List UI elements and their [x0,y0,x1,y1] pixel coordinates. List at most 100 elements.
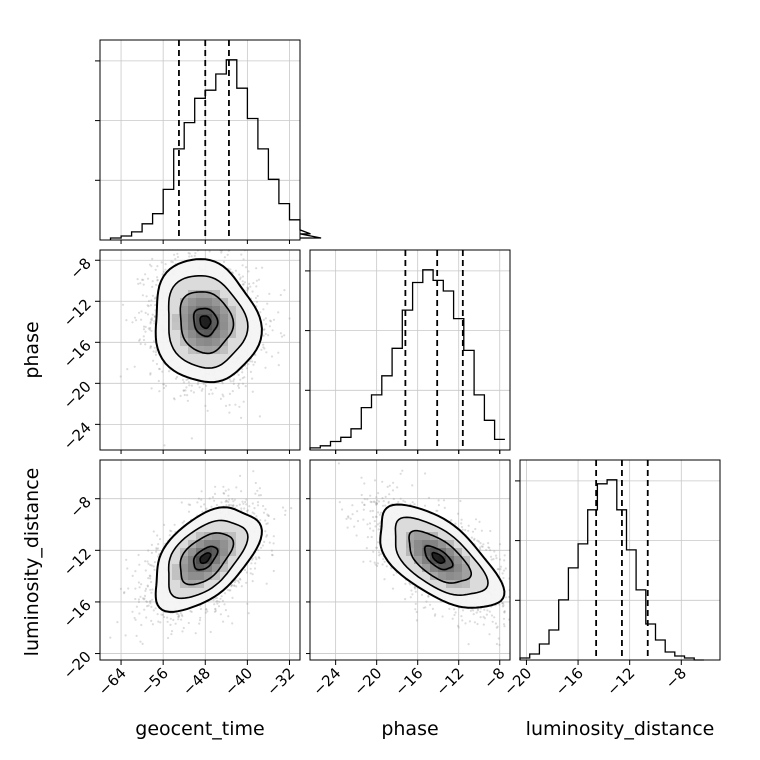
joint-luminosity-distance-vs-phase-scatter-point [388,493,391,496]
joint-phase-vs-geocent-time-scatter-point [176,375,179,379]
joint-phase-vs-geocent-time-scatter-point [242,258,245,261]
joint-phase-vs-geocent-time-scatter-point [200,389,203,392]
joint-luminosity-distance-vs-geocent-time-scatter-point [157,620,160,623]
joint-luminosity-distance-vs-geocent-time-scatter-point [151,623,154,626]
joint-phase-vs-geocent-time-scatter-point [262,343,265,346]
joint-phase-vs-geocent-time-scatter-point [220,242,222,244]
joint-luminosity-distance-vs-geocent-time-scatter-point [145,600,148,603]
joint-phase-vs-geocent-time-scatter-point [172,397,176,400]
joint-phase-vs-geocent-time-scatter-point [142,325,146,328]
joint-luminosity-distance-vs-geocent-time-scatter-point [146,560,149,563]
joint-luminosity-distance-vs-geocent-time-scatter-point [149,577,152,580]
joint-luminosity-distance-vs-geocent-time-scatter-point [240,490,243,493]
joint-phase-vs-geocent-time-scatter-point [182,381,185,384]
joint-phase-vs-geocent-time-density-cell [204,298,212,306]
joint-phase-vs-geocent-time-scatter-point [269,320,273,323]
joint-phase-vs-geocent-time-scatter-point [131,321,134,324]
joint-phase-vs-geocent-time-scatter-point [257,278,261,281]
joint-luminosity-distance-vs-geocent-time-density-cell [204,572,212,580]
joint-phase-vs-geocent-time-scatter-point [138,339,141,342]
joint-phase-vs-geocent-time-scatter-point [219,397,222,400]
joint-luminosity-distance-vs-geocent-time-scatter-point [155,550,158,553]
joint-luminosity-distance-vs-geocent-time-scatter-point [203,503,206,506]
joint-luminosity-distance-vs-geocent-time-plot-area [109,461,300,646]
joint-phase-vs-geocent-time-scatter-point [135,319,138,322]
joint-luminosity-distance-vs-geocent-time-scatter-point [227,500,230,504]
joint-phase-vs-geocent-time-scatter-point [150,299,153,302]
joint-phase-vs-geocent-time-scatter-point [272,318,276,321]
joint-luminosity-distance-vs-phase-scatter-point [495,642,498,646]
joint-phase-vs-geocent-time-scatter-point [147,305,150,308]
joint-luminosity-distance-vs-phase-scatter-point [494,622,497,625]
joint-luminosity-distance-vs-phase-scatter-point [501,605,504,608]
joint-phase-vs-geocent-time-scatter-point [149,326,152,330]
joint-phase-vs-geocent-time-scatter-point [137,311,141,314]
joint-luminosity-distance-vs-geocent-time-scatter-point [235,585,238,588]
joint-phase-vs-geocent-time-scatter-point [173,253,176,256]
joint-luminosity-distance-vs-phase-scatter-point [404,582,407,586]
joint-luminosity-distance-vs-phase-scatter-point [369,500,372,503]
joint-luminosity-distance-vs-geocent-time-scatter-point [272,542,275,545]
joint-phase-vs-geocent-time-density-cell [196,346,204,354]
joint-phase-vs-geocent-time-scatter-point [183,393,186,397]
joint-luminosity-distance-vs-geocent-time-scatter-point [272,569,275,573]
joint-luminosity-distance-vs-geocent-time-scatter-point [198,622,201,625]
joint-phase-vs-geocent-time-scatter-point [133,316,137,319]
joint-phase-vs-geocent-time-scatter-point [179,394,182,397]
joint-luminosity-distance-vs-geocent-time-contour-1 [167,519,249,600]
joint-luminosity-distance-vs-phase-scatter-point [374,563,377,566]
joint-phase-vs-geocent-time-scatter-point [241,371,244,374]
joint-phase-vs-geocent-time-scatter-point [270,355,274,358]
joint-phase-vs-geocent-time-scatter-point [277,364,280,367]
joint-phase-vs-geocent-time-scatter-point [190,437,193,440]
joint-luminosity-distance-vs-geocent-time-scatter-point [119,587,122,591]
joint-phase-vs-geocent-time-scatter-point [246,288,250,291]
joint-phase-vs-geocent-time-density-cell [204,322,212,330]
joint-phase-vs-geocent-time-scatter-point [237,382,240,385]
joint-luminosity-distance-vs-geocent-time-scatter-point [281,506,285,509]
joint-luminosity-distance-vs-geocent-time-scatter-point [239,578,242,581]
joint-phase-vs-geocent-time-scatter-point [245,266,248,269]
joint-phase-vs-geocent-time-scatter-point [155,362,158,366]
joint-phase-vs-geocent-time-scatter-point [239,276,242,279]
joint-luminosity-distance-vs-geocent-time-density-cell [196,532,204,540]
joint-luminosity-distance-vs-geocent-time-scatter-point [139,640,142,643]
joint-luminosity-distance-vs-phase-scatter-point [404,500,407,503]
joint-phase-vs-geocent-time-scatter-point [247,270,250,273]
joint-luminosity-distance-vs-geocent-time-scatter-point [243,507,246,510]
joint-phase-vs-geocent-time-scatter-point [209,244,211,246]
joint-phase-vs-geocent-time-density-cell [228,322,236,330]
joint-luminosity-distance-vs-geocent-time-density-cell [204,540,212,548]
joint-phase-vs-geocent-time-scatter-point [221,393,224,396]
joint-luminosity-distance-vs-geocent-time-scatter-point [251,511,254,514]
joint-phase-vs-geocent-time-scatter-point [231,271,234,275]
joint-phase-vs-geocent-time-scatter-point [248,221,250,223]
joint-phase-vs-geocent-time-scatter-point [255,279,258,282]
joint-phase-vs-geocent-time-scatter-point [229,268,232,271]
joint-phase-vs-geocent-time-scatter-point [153,315,156,318]
joint-luminosity-distance-vs-phase-scatter-point [495,626,498,629]
joint-phase-vs-geocent-time-scatter-point [268,325,271,328]
panel-2d-luminosity-distance-vs-phase [309,459,511,661]
joint-phase-vs-geocent-time-scatter-point [119,375,122,378]
joint-luminosity-distance-vs-geocent-time-scatter-point [182,626,185,630]
joint-phase-vs-geocent-time-frame [99,249,301,451]
joint-luminosity-distance-vs-geocent-time-scatter-point [233,584,236,587]
joint-luminosity-distance-vs-geocent-time-scatter-point [224,609,227,612]
joint-luminosity-distance-vs-geocent-time-scatter-point [251,557,254,560]
joint-luminosity-distance-vs-geocent-time-scatter-point [116,621,119,624]
joint-luminosity-distance-vs-geocent-time-scatter-point [228,589,231,592]
joint-phase-vs-geocent-time-scatter-point [174,233,176,235]
joint-luminosity-distance-vs-geocent-time-scatter-point [267,514,270,518]
joint-luminosity-distance-vs-geocent-time-scatter-point [139,595,142,598]
joint-luminosity-distance-vs-phase-scatter-point [434,613,437,616]
joint-phase-vs-geocent-time-scatter-point [247,363,250,366]
joint-luminosity-distance-vs-geocent-time-scatter-point [255,558,258,561]
joint-phase-vs-geocent-time-scatter-point [239,278,242,281]
joint-phase-vs-geocent-time-scatter-point [223,256,226,259]
joint-luminosity-distance-vs-geocent-time-scatter-point [222,620,225,623]
joint-luminosity-distance-vs-geocent-time-scatter-point [231,596,234,600]
joint-phase-vs-geocent-time-scatter-point [264,366,267,369]
joint-luminosity-distance-vs-geocent-time-scatter-point [255,515,258,518]
joint-luminosity-distance-vs-geocent-time-scatter-point [138,563,141,566]
